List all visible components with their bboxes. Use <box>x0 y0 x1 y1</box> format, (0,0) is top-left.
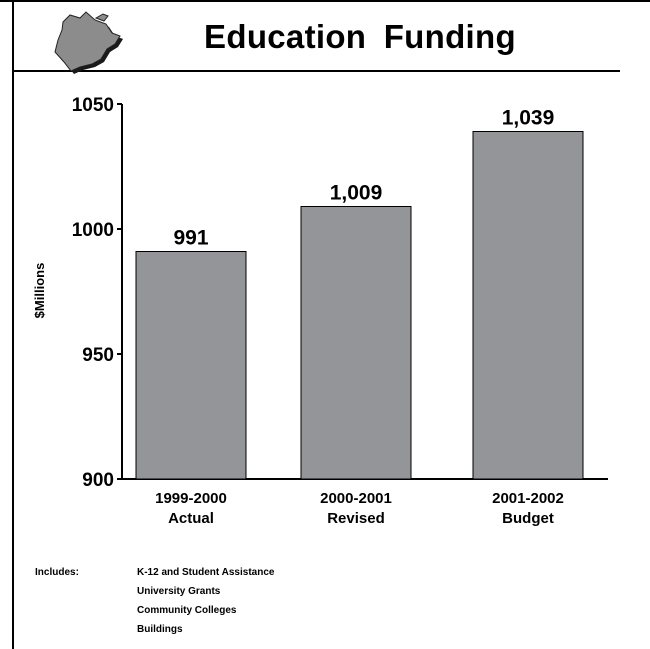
bars <box>135 131 584 480</box>
y-ticks: 1050 1000 950 900 <box>72 95 122 491</box>
y-tick-label: 1050 <box>72 95 114 116</box>
y-tick-label: 950 <box>82 345 114 366</box>
includes-label: Includes: <box>35 567 79 578</box>
includes-item: Buildings <box>137 624 183 635</box>
bar <box>472 131 584 480</box>
map-fill <box>54 11 121 72</box>
bar <box>135 251 247 480</box>
category-label: Revised <box>327 510 385 527</box>
province-map-icon <box>54 11 123 74</box>
y-tick-label: 1000 <box>72 220 114 241</box>
category-label: Budget <box>502 510 554 527</box>
bar-chart: $Millions 1050 1000 950 900 991 1,009 1,039 1… <box>32 95 608 527</box>
includes-list: K-12 and Student Assistance University G… <box>137 567 274 643</box>
category-label: 2001-2002 <box>492 490 564 507</box>
y-axis-label: $Millions <box>32 263 47 319</box>
category-label: 2000-2001 <box>320 490 392 507</box>
category-label: 1999-2000 <box>155 490 227 507</box>
chart-title: Education Funding <box>204 18 516 55</box>
data-labels: 991 1,009 1,039 <box>173 107 554 250</box>
includes-item: K-12 and Student Assistance <box>137 567 275 578</box>
data-label: 1,039 <box>502 107 555 130</box>
y-tick-label: 900 <box>82 470 114 491</box>
includes-item: Community Colleges <box>137 605 237 616</box>
category-label: Actual <box>168 510 214 527</box>
data-label: 991 <box>173 227 208 250</box>
bar <box>300 206 412 480</box>
data-label: 1,009 <box>330 182 383 205</box>
category-labels: 1999-2000 Actual 2000-2001 Revised 2001-2002… <box>155 490 564 527</box>
includes-item: University Grants <box>137 586 221 597</box>
